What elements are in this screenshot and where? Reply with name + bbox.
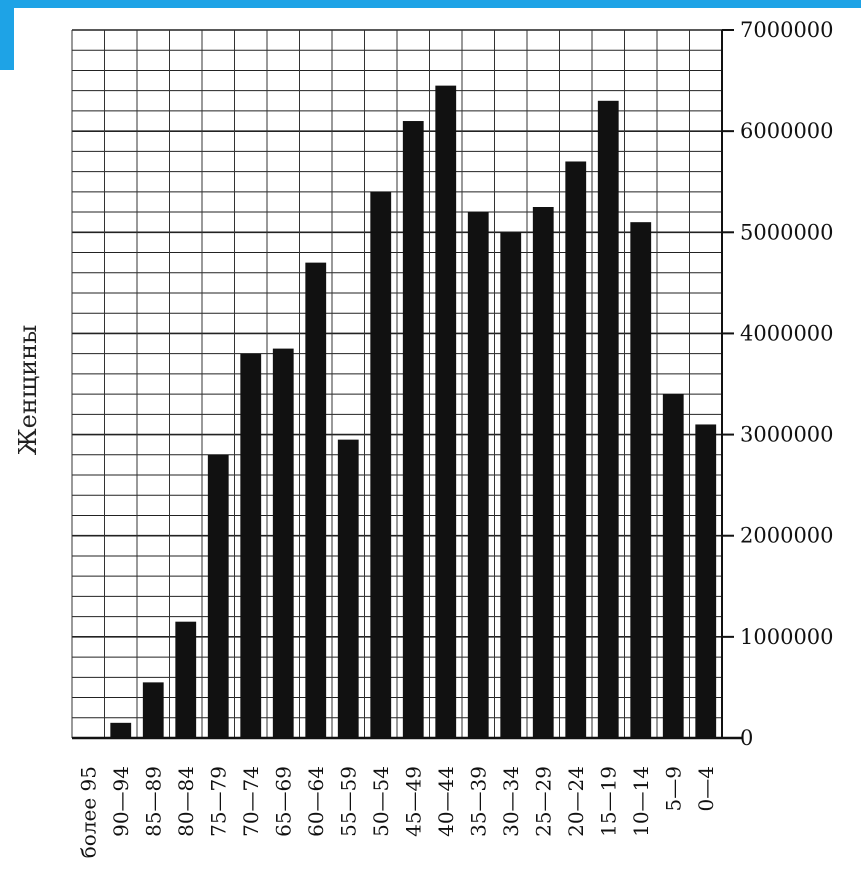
y-tick-label: 6000000 bbox=[740, 119, 834, 143]
y-tick-label: 2000000 bbox=[740, 524, 834, 548]
x-category-label: 55—59 bbox=[336, 766, 360, 837]
top-banner bbox=[0, 0, 861, 8]
x-category-label: 85—89 bbox=[141, 766, 165, 837]
bar-80—84 bbox=[175, 621, 197, 738]
bar-35—39 bbox=[467, 212, 489, 739]
y-tick-label: 5000000 bbox=[740, 220, 834, 244]
bar-15—19 bbox=[597, 100, 619, 739]
bar-75—79 bbox=[207, 454, 229, 738]
x-category-label: 90—94 bbox=[109, 766, 133, 837]
axes bbox=[72, 30, 742, 740]
y-tick-label: 0 bbox=[740, 726, 753, 750]
bar-45—49 bbox=[402, 121, 424, 739]
x-category-label: 80—84 bbox=[174, 766, 198, 837]
bar-70—74 bbox=[240, 353, 262, 738]
bar-40—44 bbox=[435, 85, 457, 739]
bar-55—59 bbox=[337, 439, 359, 738]
bar-0—4 bbox=[695, 424, 717, 738]
x-category-label: 40—44 bbox=[434, 766, 458, 837]
x-category-label: 50—54 bbox=[369, 766, 393, 837]
bar-10—14 bbox=[630, 222, 652, 738]
y-axis-label: Женщины bbox=[14, 325, 42, 456]
bar-50—54 bbox=[370, 191, 392, 739]
x-category-label: 10—14 bbox=[629, 766, 653, 837]
y-tick-label: 4000000 bbox=[740, 321, 834, 345]
x-category-label: 25—29 bbox=[531, 766, 555, 837]
bars bbox=[110, 85, 717, 739]
x-category-label: более 95 bbox=[76, 766, 100, 858]
bar-90—94 bbox=[110, 722, 132, 738]
x-category-label: 0—4 bbox=[694, 766, 718, 811]
bar-25—29 bbox=[532, 207, 554, 738]
x-category-label: 35—39 bbox=[466, 766, 490, 837]
bar-5—9 bbox=[662, 394, 684, 738]
bar-20—24 bbox=[565, 161, 587, 738]
x-category-label: 20—24 bbox=[564, 766, 588, 837]
x-category-label: 75—79 bbox=[206, 766, 230, 837]
x-category-label: 60—64 bbox=[304, 766, 328, 837]
y-tick-labels: 0 1000000 2000000 3000000 4000000 5000000 6000… bbox=[722, 18, 834, 750]
x-category-label: 70—74 bbox=[239, 766, 263, 837]
bar-30—34 bbox=[500, 232, 522, 739]
y-tick-label: 3000000 bbox=[740, 423, 834, 447]
y-tick-label: 1000000 bbox=[740, 625, 834, 649]
x-category-label: 45—49 bbox=[401, 766, 425, 837]
bar-85—89 bbox=[142, 682, 164, 738]
y-tick-label: 7000000 bbox=[740, 18, 834, 42]
bar-65—69 bbox=[272, 348, 294, 738]
x-category-label: 15—19 bbox=[596, 766, 620, 837]
x-category-labels: более 95 90—94 85—89 80—84 75—79 70—74 65—69 60… bbox=[76, 766, 718, 858]
x-category-label: 30—34 bbox=[499, 766, 523, 837]
x-category-label: 5—9 bbox=[661, 766, 685, 811]
bar-60—64 bbox=[305, 262, 327, 738]
grid bbox=[71, 29, 723, 739]
left-accent-strip bbox=[0, 0, 14, 70]
x-category-label: 65—69 bbox=[271, 766, 295, 837]
